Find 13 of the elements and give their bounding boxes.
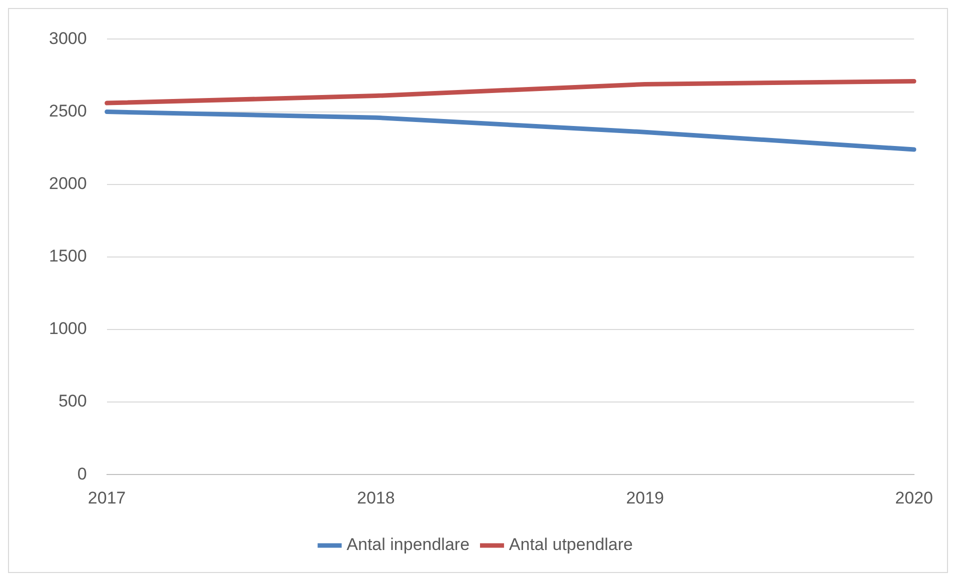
y-tick-label: 500 <box>58 392 87 411</box>
x-tick-label: 2018 <box>356 488 395 508</box>
x-tick-label: 2019 <box>626 488 664 508</box>
y-tick-label: 3000 <box>48 28 87 48</box>
legend-label: Antal utpendlare <box>509 535 633 554</box>
x-tick-label: 2020 <box>895 488 934 508</box>
y-tick-label: 1500 <box>48 246 87 266</box>
y-tick-label: 0 <box>77 464 87 484</box>
legend-label: Antal inpendlare <box>346 535 470 554</box>
x-tick-label: 2017 <box>88 488 126 508</box>
y-tick-label: 1000 <box>48 319 87 338</box>
y-tick-label: 2000 <box>48 174 87 194</box>
y-tick-label: 2500 <box>48 101 87 120</box>
